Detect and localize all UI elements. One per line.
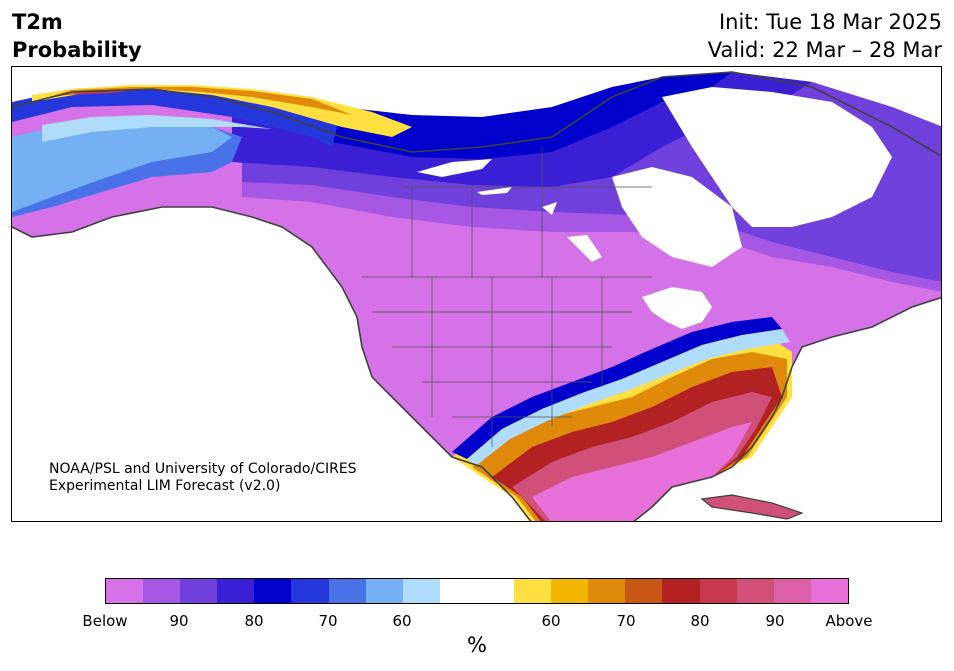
colorbar-segment (217, 579, 255, 603)
credit-line-1: NOAA/PSL and University of Colorado/CIRE… (49, 461, 357, 477)
valid-date: Valid: 22 Mar – 28 Mar (707, 38, 942, 62)
band-below-55 (12, 122, 232, 212)
credit-line-2: Experimental LIM Forecast (v2.0) (49, 478, 281, 494)
state-borders (362, 147, 652, 447)
band-below-50-central (467, 329, 790, 465)
northern-lakes (417, 159, 602, 262)
colorbar-segment (810, 579, 848, 603)
colorbar-segment (551, 579, 589, 603)
hudson-bay (612, 167, 742, 267)
colorbar-segment (402, 579, 440, 603)
band-above-max (532, 422, 752, 521)
tick-label: 90 (169, 612, 189, 630)
tick-label: 70 (616, 612, 636, 630)
tick-label: 80 (244, 612, 264, 630)
colorbar-segment (439, 579, 477, 603)
colorbar (105, 578, 849, 604)
band-below-70 (332, 72, 732, 159)
band-below-70-central (452, 317, 782, 459)
colorbar-tick-labels: Below 90 80 70 60 60 70 80 90 Above (0, 612, 954, 632)
colorbar-segment (106, 579, 144, 603)
colorbar-segment (736, 579, 774, 603)
cuba (700, 494, 804, 520)
tick-label: 70 (318, 612, 338, 630)
colorbar-segment (180, 579, 218, 603)
band-below-50 (42, 115, 272, 142)
forecast-map (11, 66, 942, 522)
init-date: Init: Tue 18 Mar 2025 (718, 10, 942, 34)
colorbar-segment (699, 579, 737, 603)
coastline (12, 71, 941, 521)
forecast-dates: Init: Tue 18 Mar 2025 Valid: 22 Mar – 28… (708, 8, 942, 64)
colorbar-unit: % (467, 633, 487, 657)
colorbar-segment (625, 579, 663, 603)
colorbar-segment (365, 579, 403, 603)
tick-label: 90 (765, 612, 785, 630)
map-title: T2m Probability (12, 8, 142, 64)
forecast-credit: NOAA/PSL and University of Colorado/CIRE… (49, 461, 357, 495)
tick-label: Above (825, 612, 873, 630)
tick-label: 60 (392, 612, 412, 630)
colorbar-segment (588, 579, 626, 603)
title-line-2: Probability (12, 38, 142, 62)
greenland (662, 87, 892, 227)
colorbar-segment (328, 579, 366, 603)
title-line-1: T2m (12, 10, 63, 34)
colorbar-segment (143, 579, 181, 603)
colorbar-segment (291, 579, 329, 603)
great-lakes (642, 287, 712, 329)
colorbar-segment (476, 579, 515, 603)
tick-label: Below (82, 612, 128, 630)
colorbar-segment (773, 579, 811, 603)
alaska-warm-core (42, 87, 352, 115)
map-svg (12, 67, 941, 521)
colorbar-segment (662, 579, 700, 603)
tick-label: 60 (541, 612, 561, 630)
tick-label: 80 (690, 612, 710, 630)
colorbar-segment (514, 579, 552, 603)
colorbar-segment (254, 579, 292, 603)
